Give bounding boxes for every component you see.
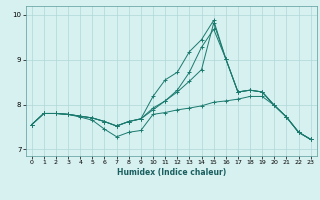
- X-axis label: Humidex (Indice chaleur): Humidex (Indice chaleur): [116, 168, 226, 177]
